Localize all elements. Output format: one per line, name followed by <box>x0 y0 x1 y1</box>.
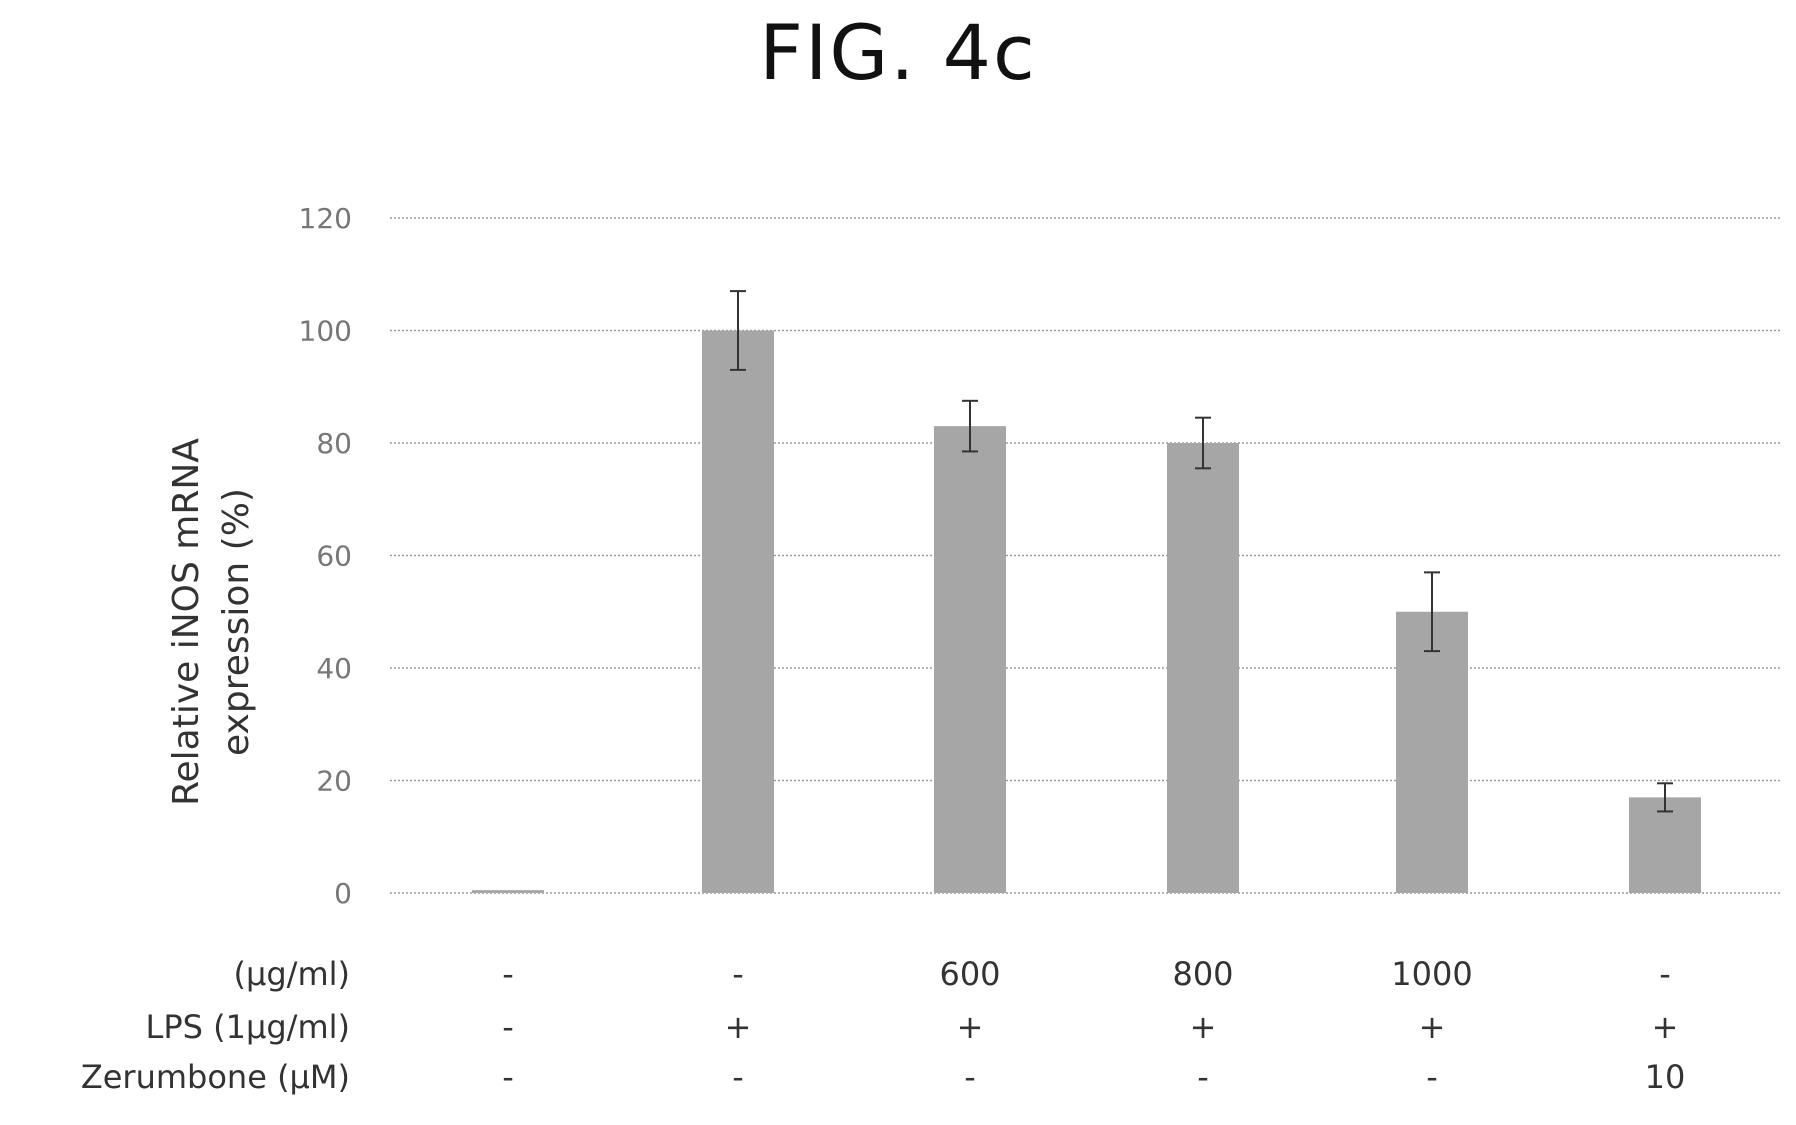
bar <box>1629 797 1701 893</box>
y-axis-ticks: 0 20 40 60 80 100 120 <box>299 202 352 910</box>
y-axis-label-line1: Relative iNOS mRNA <box>166 438 207 806</box>
error-bar <box>1195 416 1211 470</box>
y-tick-label: 40 <box>316 652 352 685</box>
error-bar <box>1657 782 1673 813</box>
bar <box>472 890 544 893</box>
error-bar <box>1424 571 1440 653</box>
table-cell: 800 <box>1172 955 1234 993</box>
gridlines <box>390 217 1780 894</box>
figure-title: FIG. 4c <box>759 8 1037 97</box>
table-cell: - <box>1426 1058 1438 1096</box>
bar <box>1396 611 1468 893</box>
table-cell: + <box>1189 1008 1217 1046</box>
table-cell: - <box>502 1008 514 1046</box>
table-cell: - <box>1197 1058 1209 1096</box>
error-bar <box>730 290 746 371</box>
error-bars <box>730 290 1673 813</box>
table-cell: + <box>956 1008 984 1046</box>
table-row-label: LPS (1μg/ml) <box>145 1008 350 1046</box>
table-row-label: Zerumbone (μM) <box>80 1058 350 1096</box>
table-cell: 1000 <box>1391 955 1473 993</box>
table-cell: 10 <box>1644 1058 1686 1096</box>
table-cell: - <box>732 1058 744 1096</box>
y-tick-label: 60 <box>316 540 352 573</box>
y-tick-label: 0 <box>334 877 352 910</box>
bar <box>934 426 1006 893</box>
bar <box>1167 443 1239 893</box>
y-axis-label-line2: expression (%) <box>216 488 257 756</box>
table-cell: + <box>1418 1008 1446 1046</box>
table-cell: - <box>1659 955 1671 993</box>
table-cell: - <box>502 955 514 993</box>
bar <box>702 330 774 893</box>
y-tick-label: 120 <box>299 202 352 235</box>
y-tick-label: 80 <box>316 427 352 460</box>
table-cell: 600 <box>939 955 1001 993</box>
table-cell: + <box>1651 1008 1679 1046</box>
bars <box>472 330 1701 893</box>
error-bar <box>962 399 978 453</box>
y-tick-label: 100 <box>299 315 352 348</box>
table-cell: - <box>732 955 744 993</box>
table-cell: + <box>724 1008 752 1046</box>
y-tick-label: 20 <box>316 765 352 798</box>
table-cell: - <box>502 1058 514 1096</box>
table-row-label: (μg/ml) <box>233 955 350 993</box>
table-cell: - <box>964 1058 976 1096</box>
